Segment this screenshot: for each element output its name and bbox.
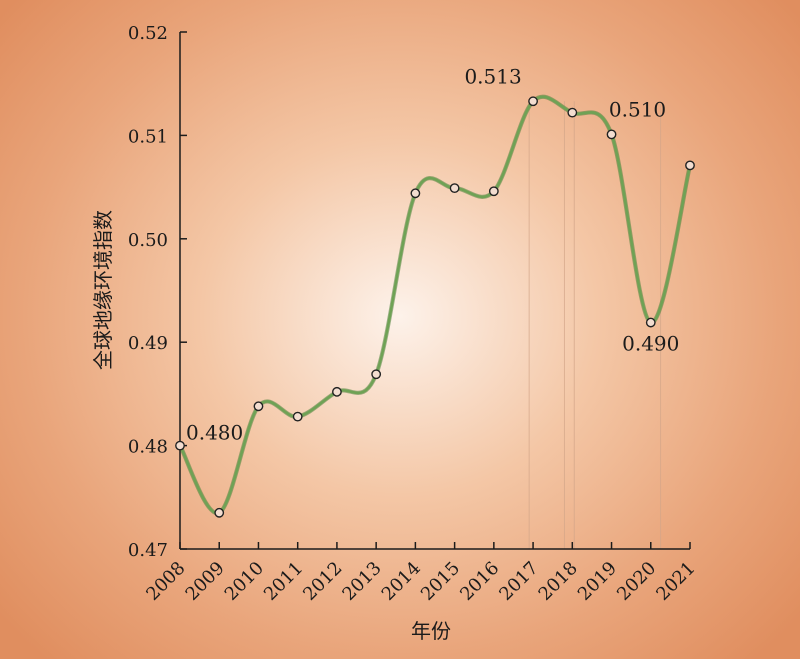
data-point xyxy=(175,440,185,451)
data-point xyxy=(410,188,421,199)
data-point xyxy=(449,183,460,194)
x-tick-label: 2013 xyxy=(338,558,385,605)
x-tick-label: 2018 xyxy=(535,558,582,605)
data-label: 0.513 xyxy=(464,64,521,88)
data-point xyxy=(371,369,382,380)
y-tick-label: 0.49 xyxy=(128,333,168,354)
data-point xyxy=(606,129,617,140)
data-point xyxy=(528,96,538,107)
data-label: 0.490 xyxy=(622,332,679,356)
x-tick-label: 2016 xyxy=(456,558,503,605)
data-point xyxy=(292,411,303,422)
x-tick-label: 2017 xyxy=(495,558,542,605)
x-tick-label: 2015 xyxy=(417,558,464,605)
data-point xyxy=(645,317,656,328)
data-label: 0.480 xyxy=(186,421,243,445)
x-tick-label: 2020 xyxy=(613,558,660,605)
x-tick-label: 2010 xyxy=(221,558,268,605)
x-tick-label: 2012 xyxy=(299,558,346,605)
x-axis-title: 年份 xyxy=(411,619,451,643)
y-tick-label: 0.52 xyxy=(128,23,168,44)
x-tick-label: 2014 xyxy=(378,558,425,605)
x-tick-label: 2011 xyxy=(260,558,307,605)
series-line-shadow xyxy=(178,94,693,515)
y-axis-title: 全球地缘环境指数 xyxy=(91,210,115,370)
y-tick-label: 0.50 xyxy=(128,230,168,251)
data-point xyxy=(214,507,225,518)
y-tick-label: 0.48 xyxy=(128,437,168,458)
x-tick-label: 2008 xyxy=(142,558,189,605)
data-label: 0.510 xyxy=(609,97,666,121)
data-point xyxy=(253,401,264,412)
data-point xyxy=(567,107,578,118)
data-point xyxy=(488,186,499,197)
y-tick-label: 0.47 xyxy=(128,540,168,561)
x-tick-label: 2009 xyxy=(182,558,229,605)
data-point xyxy=(332,386,342,397)
x-tick-label: 2019 xyxy=(574,558,621,605)
y-tick-label: 0.51 xyxy=(128,126,168,147)
series-line xyxy=(178,95,692,515)
data-point xyxy=(685,160,695,171)
x-tick-label: 2021 xyxy=(652,558,699,605)
